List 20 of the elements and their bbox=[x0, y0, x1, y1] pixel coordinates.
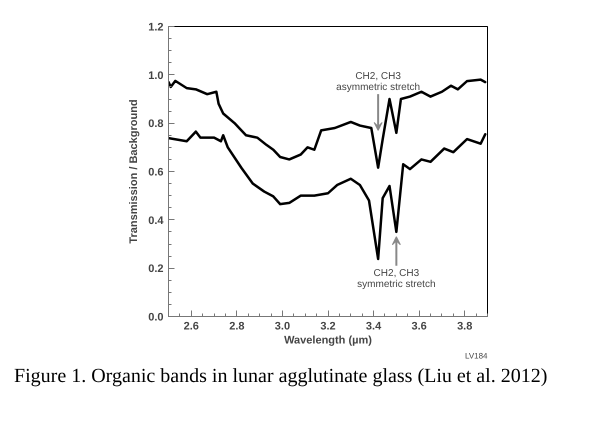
x-tick-label: 2.8 bbox=[229, 320, 245, 332]
y-tick-label: 1.0 bbox=[148, 70, 164, 82]
x-tick-label: 3.0 bbox=[274, 320, 290, 332]
y-tick-label: 0.8 bbox=[148, 118, 164, 130]
y-tick-label: 0.2 bbox=[148, 263, 164, 276]
caption: Figure 1. Organic bands in lunar agglutinate glass (Liu et al. 2012) bbox=[14, 365, 548, 388]
y-tick-label: 0.6 bbox=[148, 166, 164, 178]
y-tick-label: 0.4 bbox=[148, 214, 164, 227]
y-axis-title: Transmission / Background bbox=[128, 99, 140, 244]
x-axis-title: Wavelength (µm) bbox=[284, 334, 372, 346]
y-tick-label: 0.0 bbox=[148, 312, 164, 324]
annotation: CH2, CH3 symmetric stretch bbox=[357, 268, 436, 290]
x-tick-label: 3.6 bbox=[411, 320, 427, 332]
x-tick-label: 3.4 bbox=[366, 320, 382, 332]
x-tick-label: 3.2 bbox=[320, 320, 336, 332]
y-tick-label: 1.2 bbox=[148, 22, 164, 34]
annotation: CH2, CH3 asymmetric stretch bbox=[336, 70, 420, 93]
x-tick-label: 3.8 bbox=[457, 320, 472, 332]
x-tick-label: 2.6 bbox=[184, 320, 199, 332]
text: LV184 bbox=[464, 352, 488, 360]
